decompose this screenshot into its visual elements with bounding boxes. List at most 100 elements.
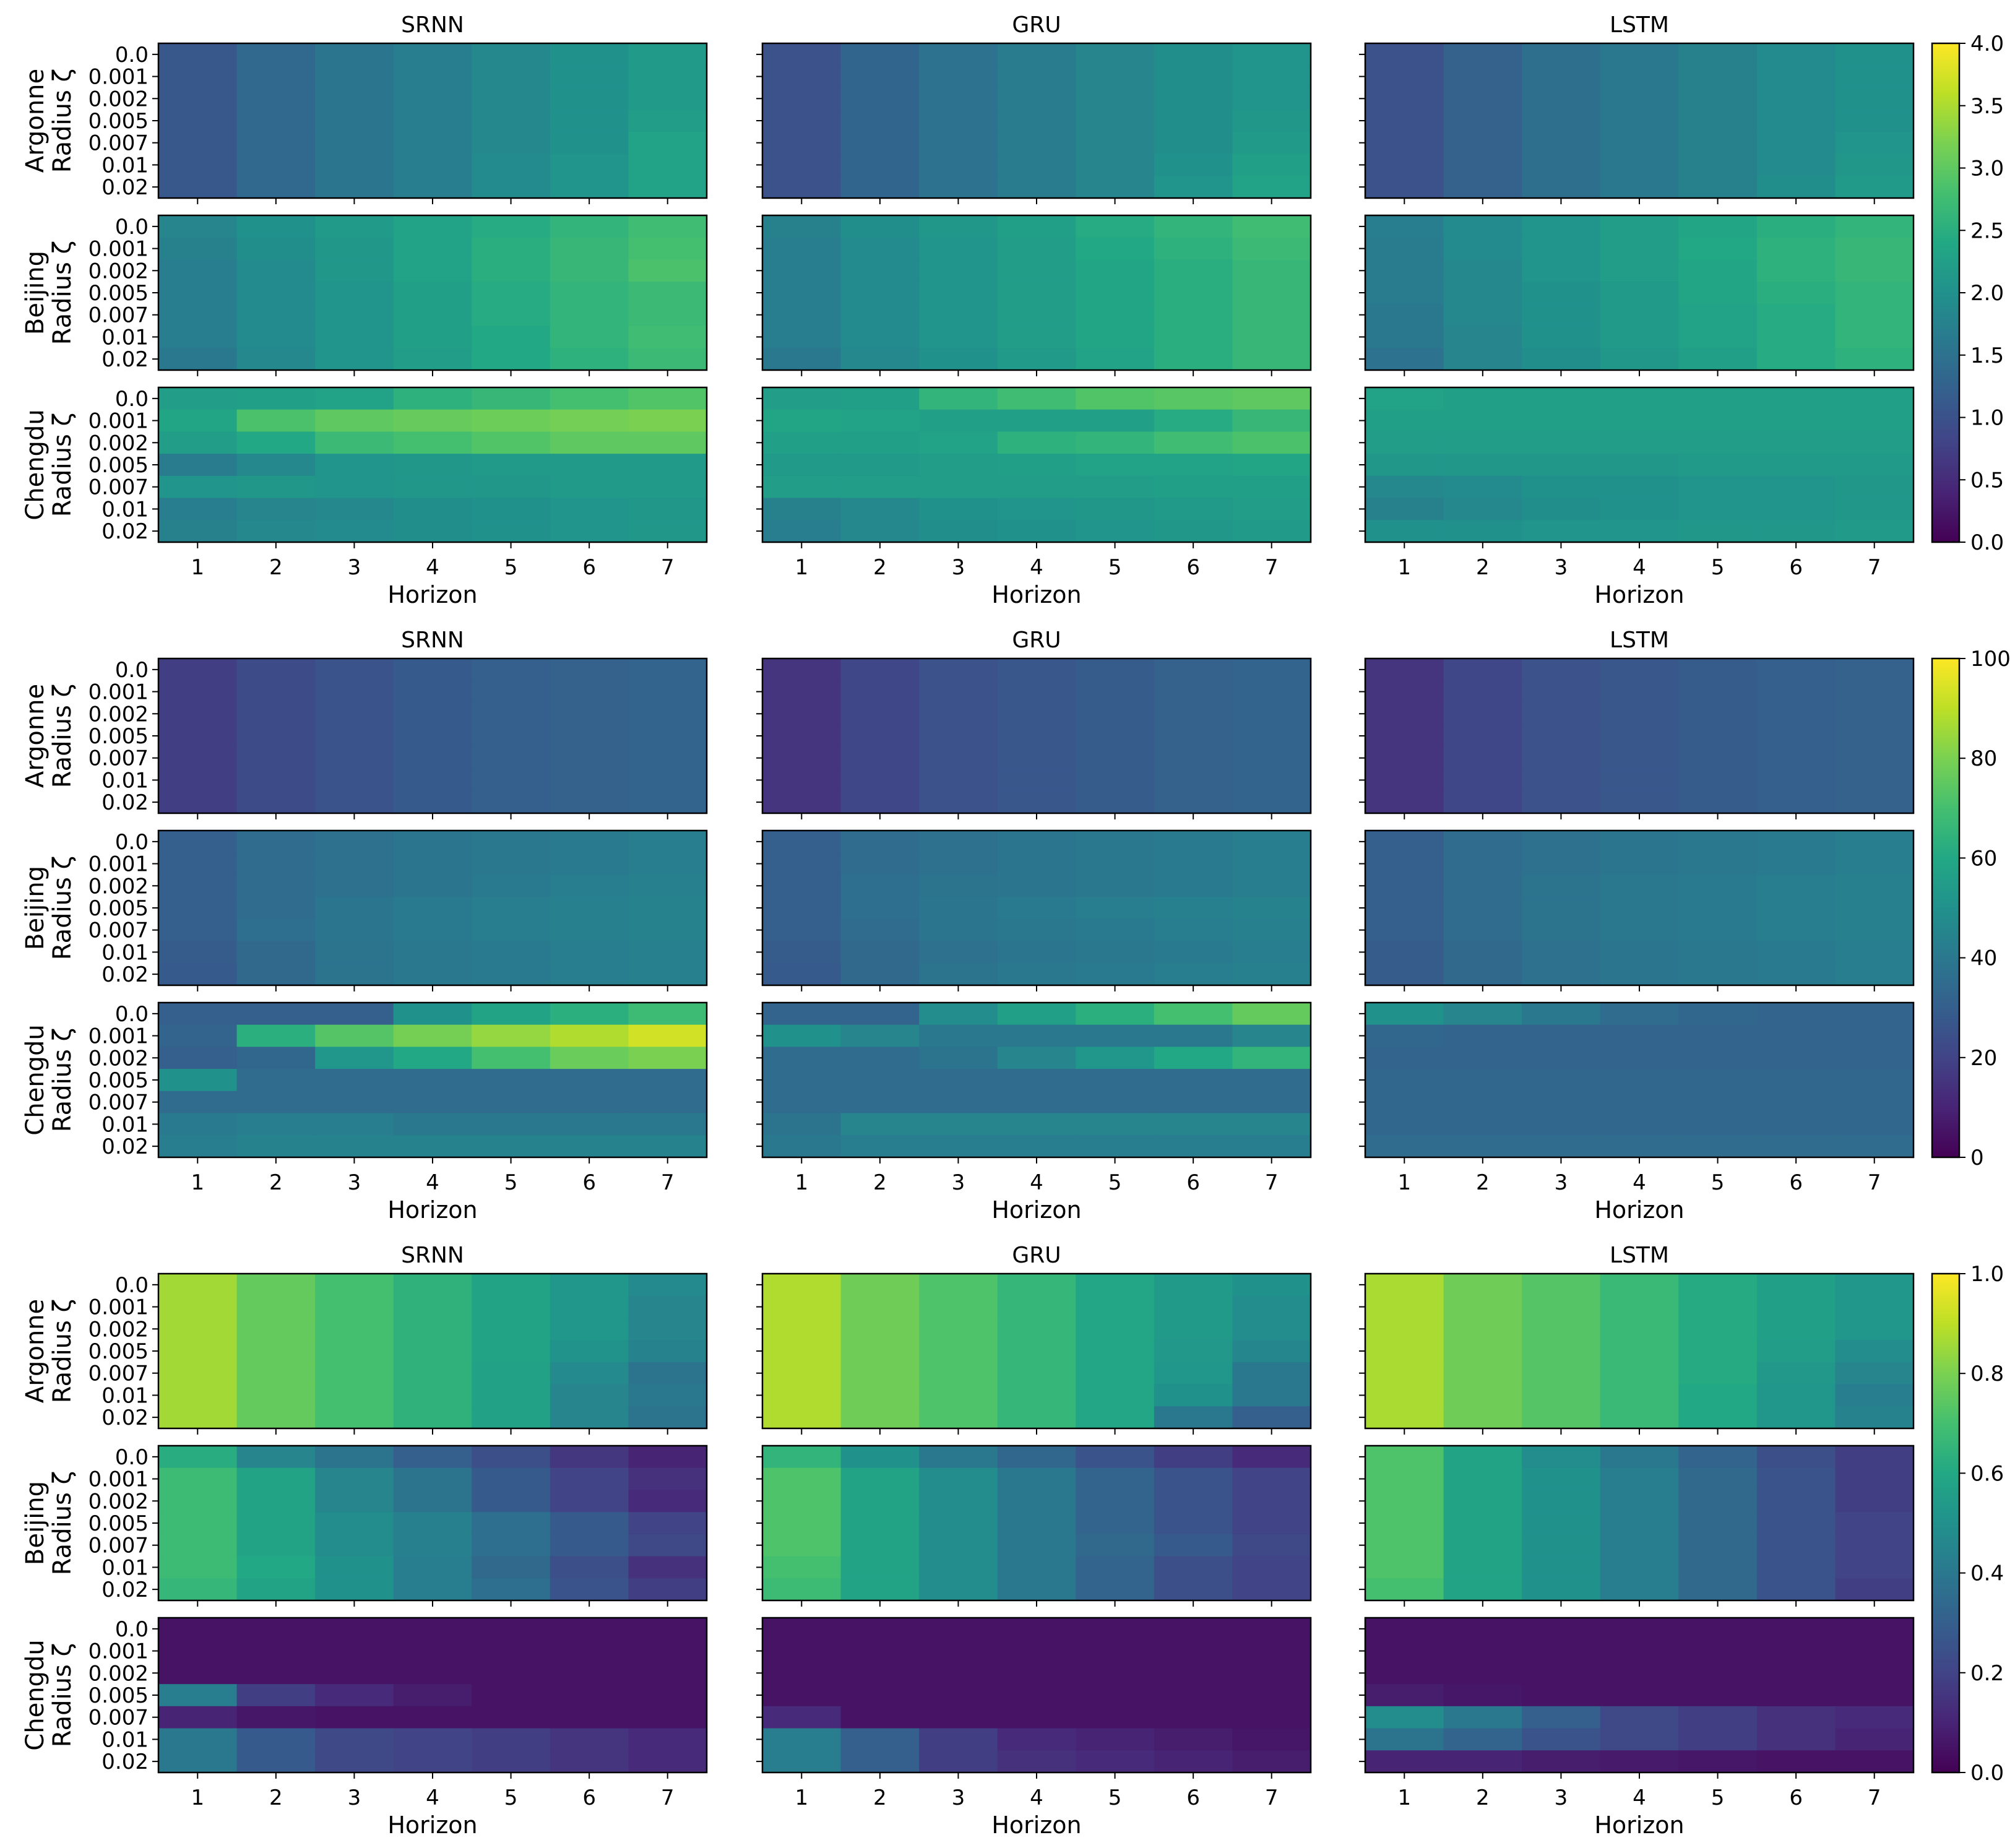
xlabel-horizon: Horizon — [387, 581, 477, 608]
heatmap-cell — [1232, 259, 1311, 282]
heatmap-cell — [628, 282, 707, 304]
heatmap-cell — [1365, 43, 1444, 66]
heatmap-cell — [1522, 43, 1601, 66]
x-tick-label: 6 — [1789, 1785, 1803, 1810]
heatmap-cell — [628, 1662, 707, 1685]
heatmap-cell — [1835, 1446, 1914, 1469]
heatmap-cell — [472, 1090, 551, 1114]
y-tick-label: 0.0 — [115, 830, 149, 855]
heatmap-cell — [472, 409, 551, 433]
heatmap-cell — [472, 43, 551, 66]
heatmap-cell — [628, 1490, 707, 1513]
heatmap-cell — [236, 1578, 316, 1601]
x-tick-label: 1 — [191, 1170, 204, 1195]
heatmap-cell — [840, 725, 920, 748]
heatmap-cell — [1443, 1069, 1522, 1092]
heatmap-cell — [236, 874, 316, 897]
x-tick-label: 7 — [1265, 1785, 1279, 1810]
heatmap-cell — [997, 1706, 1076, 1729]
heatmap-cell — [1232, 237, 1311, 261]
heatmap-cell — [762, 897, 842, 920]
heatmap-cell — [1522, 303, 1601, 327]
heatmap-cell — [1232, 348, 1311, 371]
heatmap-cell — [1443, 941, 1522, 964]
heatmap-cell — [919, 1295, 998, 1319]
heatmap-cell — [1600, 1534, 1679, 1557]
heatmap-cell — [919, 1512, 998, 1535]
heatmap-cell — [1154, 897, 1233, 920]
heatmap-cell — [919, 831, 998, 853]
heatmap-cell — [236, 454, 316, 477]
heatmap-cell — [236, 1639, 316, 1663]
heatmap-cell — [1756, 215, 1836, 238]
y-tick-label: 0.02 — [101, 1134, 149, 1159]
heatmap-cell — [1522, 1113, 1601, 1136]
heatmap-cell — [1443, 1318, 1522, 1341]
heatmap-cell — [1443, 1662, 1522, 1685]
heatmap-cell — [1154, 1024, 1233, 1048]
heatmap-cell — [762, 852, 842, 876]
heatmap-cell — [1443, 110, 1522, 132]
heatmap-cell — [472, 65, 551, 89]
y-tick-label: 0.01 — [101, 1112, 149, 1137]
heatmap-cell — [1756, 1295, 1836, 1319]
x-tick-label: 7 — [1265, 555, 1279, 580]
heatmap-cell — [393, 1318, 472, 1341]
heatmap-cell — [1232, 769, 1311, 792]
heatmap-cell — [919, 963, 998, 986]
heatmap-cell — [1522, 918, 1601, 942]
heatmap-cell — [550, 348, 629, 371]
heatmap-cell — [762, 1003, 842, 1025]
heatmap-cell — [840, 1684, 920, 1707]
heatmap-cell — [1600, 1003, 1679, 1025]
heatmap-cell — [1756, 1490, 1836, 1513]
heatmap-cell — [1678, 475, 1758, 499]
x-tick-label: 3 — [348, 1170, 361, 1195]
heatmap-cell — [1365, 387, 1444, 410]
heatmap-cell — [550, 43, 629, 66]
heatmap-cell — [628, 658, 707, 681]
heatmap-cell — [315, 746, 394, 770]
heatmap-cell — [1678, 791, 1758, 814]
heatmap-cell — [1443, 1556, 1522, 1579]
heatmap-cell — [236, 1384, 316, 1407]
heatmap-cell — [1232, 725, 1311, 748]
heatmap-cell — [1232, 409, 1311, 433]
heatmap-cell — [315, 1003, 394, 1025]
heatmap-cell — [628, 1639, 707, 1663]
heatmap-cell — [472, 454, 551, 477]
heatmap-cell — [762, 131, 842, 155]
heatmap-cell — [315, 852, 394, 876]
ylabel-beijing: Beijing — [21, 1481, 50, 1565]
heatmap-cell — [1600, 454, 1679, 477]
heatmap-cell — [1522, 852, 1601, 876]
heatmap-cell — [1678, 409, 1758, 433]
heatmap-cell — [1232, 1024, 1311, 1048]
heatmap-cell — [919, 237, 998, 261]
heatmap-cell — [762, 1340, 842, 1363]
heatmap-cell — [393, 431, 472, 454]
heatmap-cell — [1232, 1684, 1311, 1707]
x-tick-label: 7 — [661, 1170, 675, 1195]
heatmap-cell — [628, 1047, 707, 1069]
heatmap-cell — [1365, 874, 1444, 897]
heatmap-cell — [1835, 259, 1914, 282]
heatmap-cell — [1522, 326, 1601, 348]
heatmap-cell — [840, 852, 920, 876]
ylabel-radius: Radius ζ — [48, 241, 77, 345]
heatmap-cell — [472, 1340, 551, 1363]
heatmap-cell — [997, 1618, 1076, 1641]
heatmap-cell — [158, 1090, 238, 1114]
xlabel-horizon: Horizon — [991, 1811, 1081, 1839]
x-tick-label: 2 — [269, 555, 283, 580]
heatmap-cell — [1154, 1446, 1233, 1469]
xlabel-horizon: Horizon — [387, 1811, 477, 1839]
heatmap-cell — [762, 963, 842, 986]
heatmap-cell — [1154, 680, 1233, 704]
heatmap-cell — [315, 963, 394, 986]
heatmap-cell — [1678, 498, 1758, 520]
heatmap-cell — [158, 237, 238, 261]
heatmap-cell — [1076, 897, 1155, 920]
heatmap-cell — [315, 1274, 394, 1297]
heatmap-cell — [1443, 131, 1522, 155]
